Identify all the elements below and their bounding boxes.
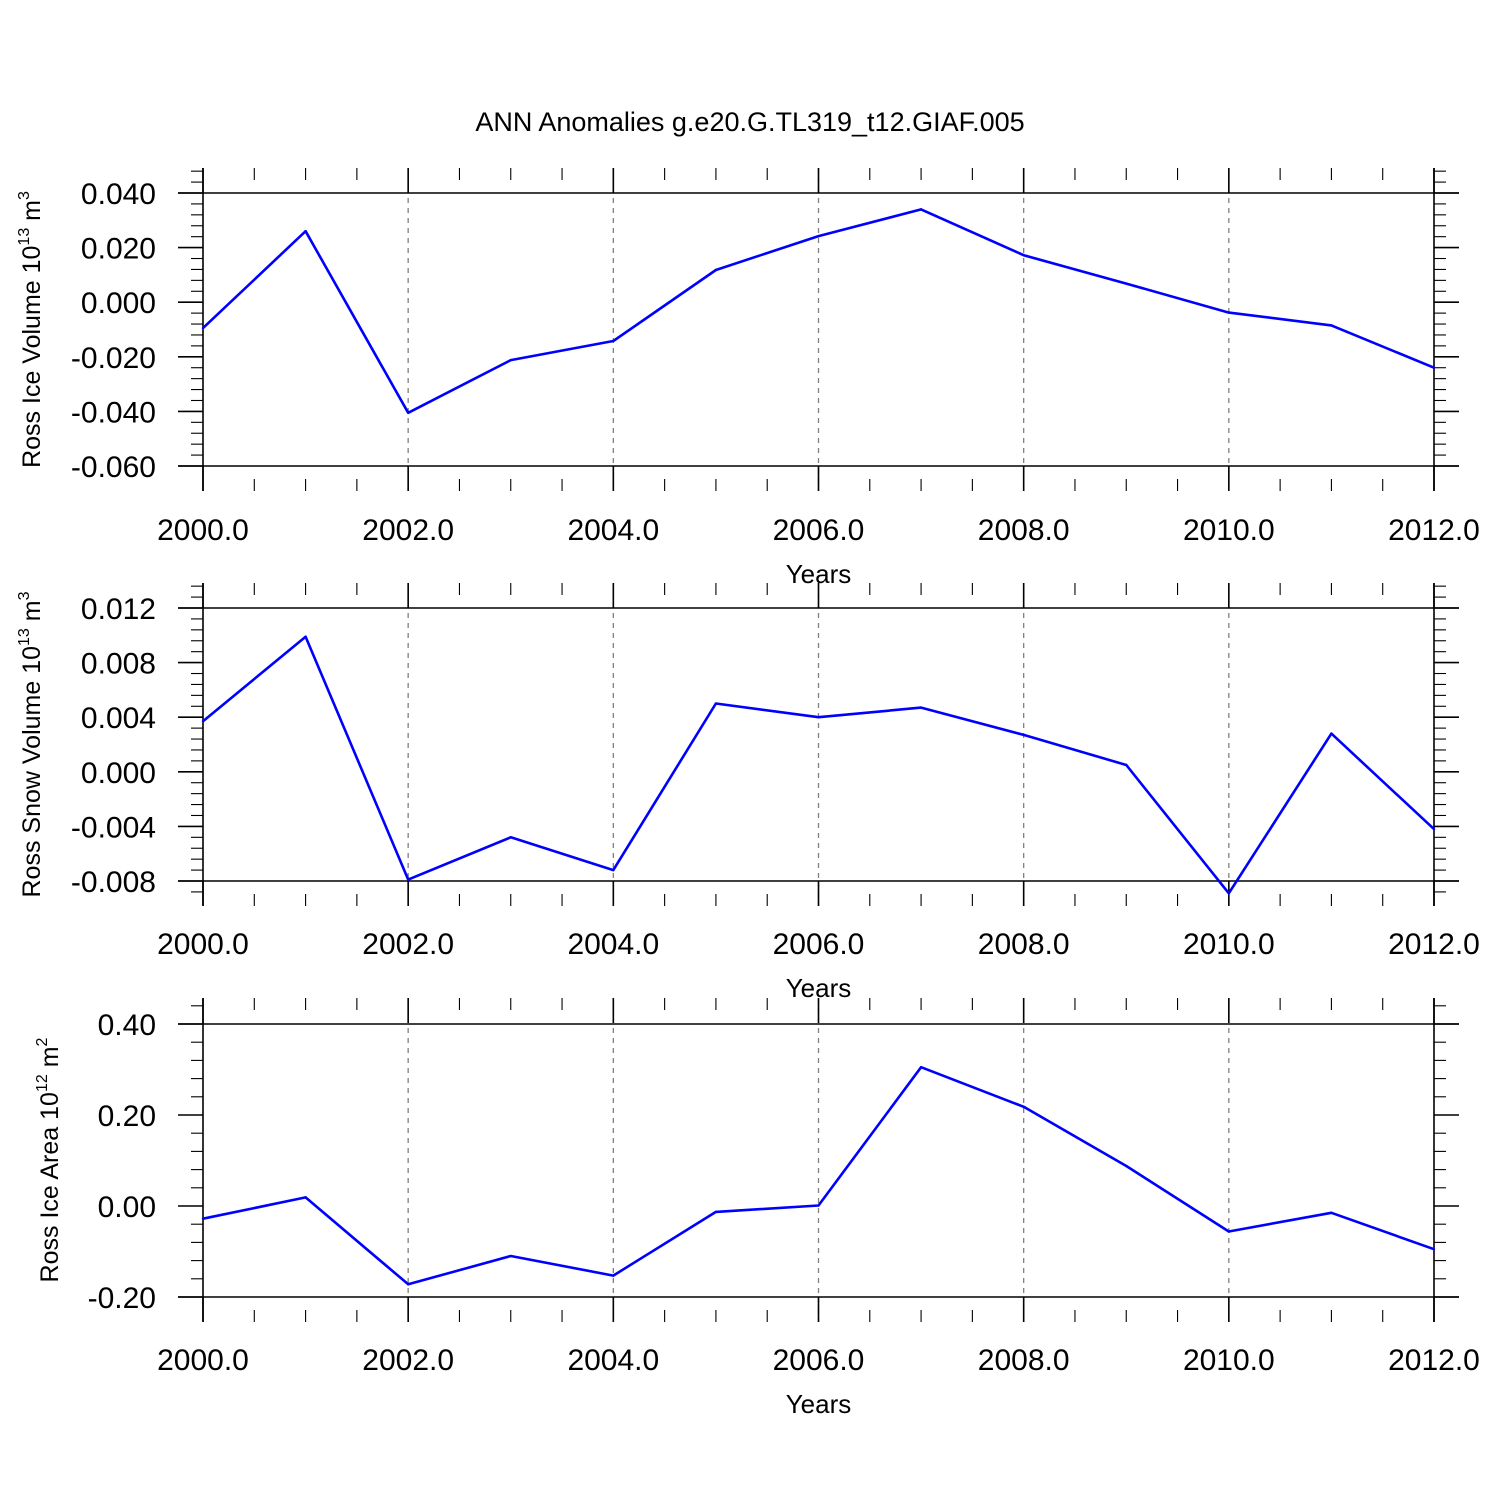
y-axis-label-exponent: 13 xyxy=(16,628,33,646)
y-tick-label: 0.000 xyxy=(81,757,156,790)
data-point xyxy=(817,234,820,238)
y-tick-label: 0.012 xyxy=(81,593,156,626)
x-tick-label: 2006.0 xyxy=(773,1344,865,1377)
x-axis-label: Years xyxy=(786,1389,852,1419)
y-tick-label: 0.00 xyxy=(98,1191,156,1224)
data-point xyxy=(919,1066,923,1069)
data-point xyxy=(1125,282,1128,285)
y-axis-label-unit-exponent: 3 xyxy=(16,191,33,200)
data-point xyxy=(612,868,615,872)
data-point xyxy=(1022,254,1025,257)
x-tick-label: 2002.0 xyxy=(362,514,454,547)
data-point xyxy=(201,720,205,723)
y-tick-label: -0.008 xyxy=(71,866,156,899)
x-tick-label: 2004.0 xyxy=(567,1344,659,1377)
y-tick-label: 0.20 xyxy=(98,1100,156,1133)
x-tick-label: 2010.0 xyxy=(1183,1344,1275,1377)
x-tick-label: 2002.0 xyxy=(362,1344,454,1377)
data-point xyxy=(1125,1164,1128,1168)
y-tick-label: 0.000 xyxy=(81,287,156,320)
data-point xyxy=(509,358,512,362)
y-axis-label-exponent: 13 xyxy=(16,228,33,246)
y-tick-label: 0.40 xyxy=(98,1009,156,1042)
x-tick-label: 2010.0 xyxy=(1183,514,1275,547)
data-point xyxy=(406,411,410,414)
data-point xyxy=(304,1196,307,1199)
y-axis-label-unit: m xyxy=(36,1046,64,1074)
y-axis-label-unit-exponent: 3 xyxy=(16,591,33,600)
data-point xyxy=(612,1274,615,1277)
x-tick-label: 2008.0 xyxy=(978,514,1070,547)
y-tick-label: -0.004 xyxy=(71,811,156,844)
data-point xyxy=(509,836,512,839)
y-tick-label: -0.040 xyxy=(71,396,156,429)
x-tick-label: 2006.0 xyxy=(773,514,865,547)
y-axis-label: Ross Ice Area 1012 m2 xyxy=(34,1037,64,1282)
data-point xyxy=(201,1217,205,1220)
data-point xyxy=(1432,366,1436,369)
data-point xyxy=(817,716,820,719)
data-point xyxy=(919,208,923,211)
y-tick-label: -0.060 xyxy=(71,451,156,484)
data-point xyxy=(509,1254,512,1258)
y-axis-label-text: Ross Snow Volume 10 xyxy=(18,646,46,898)
data-point xyxy=(1330,324,1333,327)
data-point xyxy=(304,635,307,638)
y-tick-label: 0.004 xyxy=(81,702,156,735)
y-axis-label-exponent: 12 xyxy=(34,1074,51,1092)
x-tick-label: 2004.0 xyxy=(567,928,659,961)
y-tick-label: 0.008 xyxy=(81,648,156,681)
data-point xyxy=(1022,733,1025,737)
x-tick-label: 2010.0 xyxy=(1183,928,1275,961)
y-axis-label-unit: m xyxy=(18,200,46,228)
data-point xyxy=(817,1204,820,1207)
data-point xyxy=(406,1283,410,1286)
y-tick-label: -0.20 xyxy=(88,1282,156,1315)
chart-title: ANN Anomalies g.e20.G.TL319_t12.GIAF.005 xyxy=(475,107,1024,137)
x-tick-label: 2006.0 xyxy=(773,928,865,961)
x-tick-label: 2000.0 xyxy=(157,514,249,547)
data-point xyxy=(1227,1230,1231,1233)
data-point xyxy=(1022,1105,1025,1109)
x-tick-label: 2000.0 xyxy=(157,928,249,961)
y-tick-label: -0.020 xyxy=(71,342,156,375)
x-tick-label: 2012.0 xyxy=(1388,1344,1480,1377)
data-point xyxy=(201,326,205,330)
x-tick-label: 2008.0 xyxy=(978,1344,1070,1377)
data-point xyxy=(1432,1248,1436,1251)
data-point xyxy=(304,230,307,233)
y-axis-label: Ross Ice Volume 1013 m3 xyxy=(16,191,46,468)
x-tick-label: 2000.0 xyxy=(157,1344,249,1377)
data-point xyxy=(714,702,718,705)
y-axis-label-text: Ross Ice Volume 10 xyxy=(18,246,46,468)
data-point xyxy=(1227,892,1231,895)
data-point xyxy=(919,706,923,709)
data-point xyxy=(1227,311,1231,314)
data-point xyxy=(612,339,615,343)
y-tick-label: 0.040 xyxy=(81,178,156,211)
x-tick-label: 2002.0 xyxy=(362,928,454,961)
data-point xyxy=(406,878,410,881)
x-tick-label: 2004.0 xyxy=(567,514,659,547)
data-point xyxy=(714,1210,718,1214)
data-point xyxy=(1432,827,1436,831)
x-tick-label: 2008.0 xyxy=(978,928,1070,961)
data-point xyxy=(1330,1211,1333,1215)
y-axis-label: Ross Snow Volume 1013 m3 xyxy=(16,591,46,897)
x-tick-label: 2012.0 xyxy=(1388,514,1480,547)
data-point xyxy=(1125,763,1128,767)
y-axis-label-text: Ross Ice Area 10 xyxy=(36,1092,64,1282)
y-tick-label: 0.020 xyxy=(81,233,156,266)
data-point xyxy=(1330,732,1333,735)
data-point xyxy=(714,268,718,272)
x-tick-label: 2012.0 xyxy=(1388,928,1480,961)
y-axis-label-unit: m xyxy=(18,600,46,628)
y-axis-label-unit-exponent: 2 xyxy=(34,1037,51,1046)
